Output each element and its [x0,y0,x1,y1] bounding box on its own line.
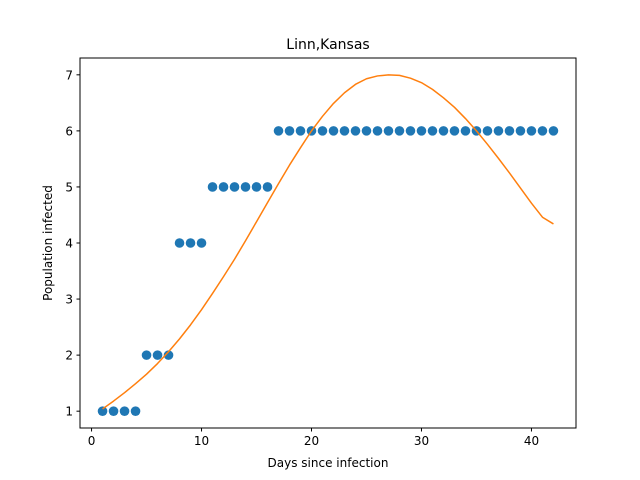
y-tick-label: 6 [65,124,73,138]
data-point [119,406,130,416]
data-point [394,126,405,136]
data-point [262,182,273,192]
data-point [207,182,218,192]
data-point [482,126,493,136]
data-point [526,126,537,136]
data-point [438,126,449,136]
x-tick-label: 40 [524,434,539,448]
x-axis-label: Days since infection [268,456,389,470]
y-tick-label: 7 [65,68,73,82]
data-point [251,182,262,192]
data-point [350,126,361,136]
data-point [504,126,515,136]
data-point [185,238,196,248]
fit-line [102,74,554,410]
data-point [284,126,295,136]
data-point [416,126,427,136]
x-axis: 0 10 20 30 40 [88,428,539,448]
data-point [515,126,526,136]
data-point [493,126,504,136]
chart-title: Linn,Kansas [286,37,369,53]
data-point [196,238,207,248]
data-point [449,126,460,136]
data-point [130,406,141,416]
data-point [152,350,163,360]
data-point [383,126,394,136]
data-point [229,182,240,192]
x-tick-label: 0 [88,434,96,448]
y-tick-label: 3 [65,293,73,307]
y-tick-label: 4 [65,237,73,251]
plot-area [97,74,559,416]
data-point [273,126,284,136]
data-point [548,126,559,136]
data-point [339,126,350,136]
data-point [537,126,548,136]
data-point [328,126,339,136]
data-point [372,126,383,136]
y-tick-label: 5 [65,180,73,194]
data-point [317,126,328,136]
y-axis: 1 2 3 4 5 6 7 [65,68,80,419]
data-point [460,126,471,136]
data-point [361,126,372,136]
data-point [405,126,416,136]
axes-frame [79,57,577,429]
data-point [218,182,229,192]
data-point [295,126,306,136]
data-point [97,406,108,416]
data-point [141,350,152,360]
data-point [427,126,438,136]
y-tick-label: 1 [65,405,73,419]
x-tick-label: 30 [414,434,429,448]
data-point [108,406,119,416]
y-tick-label: 2 [65,349,73,363]
data-point [240,182,251,192]
y-axis-label: Population infected [41,185,55,301]
x-tick-label: 10 [194,434,209,448]
data-point [163,350,174,360]
data-point [174,238,185,248]
x-tick-label: 20 [304,434,319,448]
